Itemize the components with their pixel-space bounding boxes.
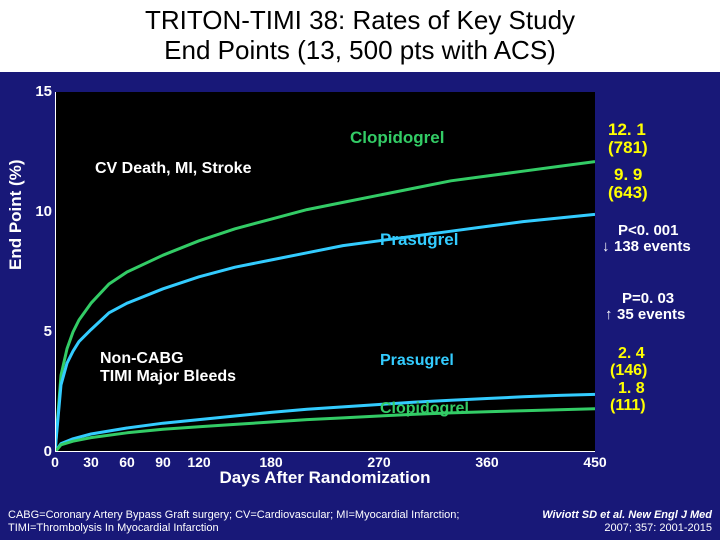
- citation: Wiviott SD et al. New Engl J Med 2007; 3…: [542, 509, 712, 537]
- chart-svg: [55, 92, 595, 452]
- y-axis-label: End Point (%): [6, 160, 26, 270]
- title-line2: End Points (13, 500 pts with ACS): [164, 35, 556, 65]
- annot-p2b: 35 events: [617, 306, 685, 323]
- footnote-l2: TIMI=Thrombolysis In Myocardial Infarcti…: [8, 522, 219, 534]
- ytick-label: 0: [30, 443, 52, 460]
- annot-1-8-b: (111): [610, 397, 646, 415]
- footnote: Wiviott SD et al. New Engl J Med 2007; 3…: [8, 509, 712, 537]
- annot-noncabg-l2: TIMI Major Bleeds: [100, 368, 236, 386]
- footnote-l1: CABG=Coronary Artery Bypass Graft surger…: [8, 509, 459, 521]
- ytick-label: 10: [30, 203, 52, 220]
- annot-12-1-a: 12. 1: [608, 120, 646, 140]
- annot-prasugrel-bot: Prasugrel: [380, 352, 454, 370]
- ytick-label: 5: [30, 323, 52, 340]
- annot-cv-label: CV Death, MI, Stroke: [95, 160, 251, 178]
- annot-12-1-b: (781): [608, 138, 648, 158]
- title-line1: TRITON-TIMI 38: Rates of Key Study: [145, 5, 575, 35]
- annot-p1b: 138 events: [614, 238, 691, 255]
- annot-2-4-b: (146): [610, 362, 647, 380]
- annot-noncabg-l1: Non-CABG: [100, 350, 184, 368]
- x-axis-label: Days After Randomization: [55, 468, 595, 488]
- annot-p2: P=0. 03: [622, 290, 674, 307]
- annot-1-8-a: 1. 8: [618, 380, 645, 398]
- ytick-label: 15: [30, 83, 52, 100]
- annot-prasugrel-top: Prasugrel: [380, 230, 458, 250]
- citation-l1: Wiviott SD et al. New Engl J Med: [542, 509, 712, 521]
- annot-arrow-down-icon: ↓: [602, 238, 610, 255]
- annot-clopidogrel-top: Clopidogrel: [350, 128, 444, 148]
- slide-title: TRITON-TIMI 38: Rates of Key Study End P…: [0, 0, 720, 72]
- annot-9-9-b: (643): [608, 183, 648, 203]
- annot-p1: P<0. 001: [618, 222, 678, 239]
- citation-l2: 2007; 357: 2001-2015: [604, 522, 712, 534]
- annot-arrow-up-icon: ↑: [605, 306, 613, 323]
- chart-area: [55, 92, 595, 452]
- annot-2-4-a: 2. 4: [618, 345, 645, 363]
- annot-9-9-a: 9. 9: [614, 165, 642, 185]
- annot-clopidogrel-bot: Clopidogrel: [380, 400, 469, 418]
